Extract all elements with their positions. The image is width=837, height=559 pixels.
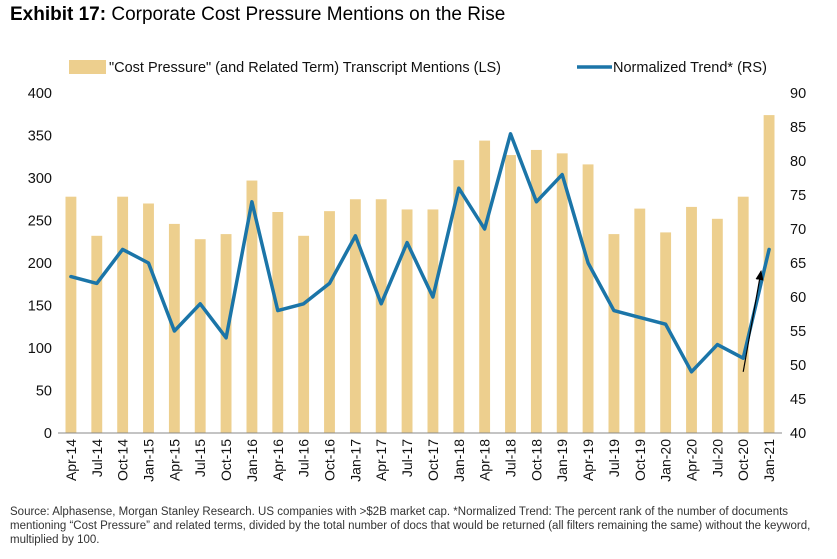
left-tick-label: 100	[28, 341, 52, 357]
right-tick-label: 75	[790, 188, 806, 204]
x-tick-label: Jul-20	[709, 439, 725, 477]
right-tick-label: 45	[790, 392, 806, 408]
bar	[272, 212, 284, 433]
x-tick-label: Apr-18	[477, 439, 493, 481]
x-tick-label: Jan-15	[141, 439, 157, 482]
x-tick-label: Apr-15	[166, 439, 182, 481]
chart-title: Exhibit 17: Corporate Cost Pressure Ment…	[10, 4, 505, 26]
x-tick-label: Apr-19	[580, 439, 596, 481]
x-tick-label: Oct-14	[115, 439, 131, 481]
line-series	[69, 132, 771, 374]
arrow-annotation	[742, 270, 764, 372]
x-tick-label: Oct-18	[528, 439, 544, 481]
left-tick-label: 50	[36, 384, 52, 400]
x-tick-label: Oct-15	[218, 439, 234, 481]
bar	[298, 235, 310, 433]
legend: "Cost Pressure" (and Related Term) Trans…	[69, 60, 767, 76]
bar	[453, 160, 465, 433]
bar	[324, 211, 335, 433]
legend-line-label: Normalized Trend* (RS)	[613, 60, 767, 76]
right-tick-label: 85	[790, 120, 806, 136]
bar	[556, 153, 568, 433]
x-tick-label: Jan-18	[451, 439, 467, 482]
bar	[660, 232, 672, 433]
bar	[143, 203, 154, 433]
right-tick-label: 50	[790, 358, 806, 374]
left-tick-label: 350	[28, 129, 52, 145]
bar	[427, 209, 439, 433]
left-tick-label: 150	[28, 299, 52, 315]
bar	[65, 196, 77, 433]
bar-series	[65, 115, 775, 434]
x-tick-label: Jan-16	[244, 439, 260, 482]
x-tick-label: Jul-16	[296, 439, 312, 477]
left-tick-label: 200	[28, 256, 52, 272]
left-tick-label: 250	[28, 214, 52, 230]
right-tick-label: 65	[790, 256, 806, 272]
left-axis: 0 50 100 150 200 250 300 350 400	[28, 86, 52, 442]
bar	[246, 180, 258, 433]
bar	[763, 115, 775, 433]
left-tick-label: 400	[28, 86, 52, 102]
bar	[686, 206, 697, 433]
left-tick-label: 300	[28, 171, 52, 187]
bar	[194, 239, 206, 433]
right-axis: 40 45 50 55 60 65 70 75 80 85 90	[790, 86, 806, 442]
right-tick-label: 55	[790, 324, 806, 340]
bar	[401, 209, 413, 433]
title-text: Corporate Cost Pressure Mentions on the …	[111, 4, 506, 25]
x-tick-label: Jan-19	[554, 439, 570, 482]
right-tick-label: 70	[790, 222, 806, 238]
bar	[117, 196, 129, 433]
bar	[530, 149, 542, 433]
bar	[375, 199, 387, 433]
right-tick-label: 80	[790, 154, 806, 170]
x-tick-label: Apr-17	[373, 439, 389, 481]
bar	[711, 218, 723, 433]
bar	[91, 235, 103, 433]
x-tick-label: Oct-17	[425, 439, 441, 481]
right-tick-label: 60	[790, 290, 806, 306]
trend-line	[69, 132, 771, 374]
annotation	[742, 270, 764, 372]
x-tick-label: Jul-17	[399, 439, 415, 477]
bar	[505, 155, 516, 434]
left-tick-label: 0	[44, 426, 52, 442]
x-tick-label: Apr-16	[270, 439, 286, 481]
x-axis: Apr-14 Jul-14 Oct-14 Jan-15 Apr-15 Jul-15 Oct-…	[58, 432, 782, 482]
bar	[479, 140, 491, 433]
right-tick-label: 90	[790, 86, 806, 102]
x-tick-label: Jul-19	[606, 439, 622, 477]
x-tick-label: Jul-18	[503, 439, 519, 477]
x-tick-label: Jan-21	[761, 439, 777, 482]
exhibit-number: Exhibit 17:	[10, 4, 107, 25]
x-tick-label: Apr-20	[684, 439, 700, 481]
chart-area: "Cost Pressure" (and Related Term) Trans…	[28, 60, 806, 482]
x-tick-label: Jan-20	[658, 439, 674, 482]
x-tick-label: Oct-19	[632, 439, 648, 481]
source-note: Source: Alphasense, Morgan Stanley Resea…	[10, 506, 811, 546]
x-tick-label: Jul-14	[89, 439, 105, 477]
bar	[349, 199, 361, 433]
x-tick-label: Jul-15	[192, 439, 208, 477]
x-tick-label: Jan-17	[347, 439, 363, 482]
x-tick-label: Apr-14	[63, 439, 79, 481]
bar	[634, 208, 646, 433]
bar	[737, 196, 749, 433]
right-tick-label: 40	[790, 426, 806, 442]
x-tick-label: Oct-20	[735, 439, 751, 481]
bar	[608, 234, 620, 433]
legend-bar-label: "Cost Pressure" (and Related Term) Trans…	[109, 60, 501, 76]
x-tick-label: Oct-16	[322, 439, 338, 481]
legend-bar-swatch	[69, 60, 106, 74]
bar	[582, 164, 594, 433]
